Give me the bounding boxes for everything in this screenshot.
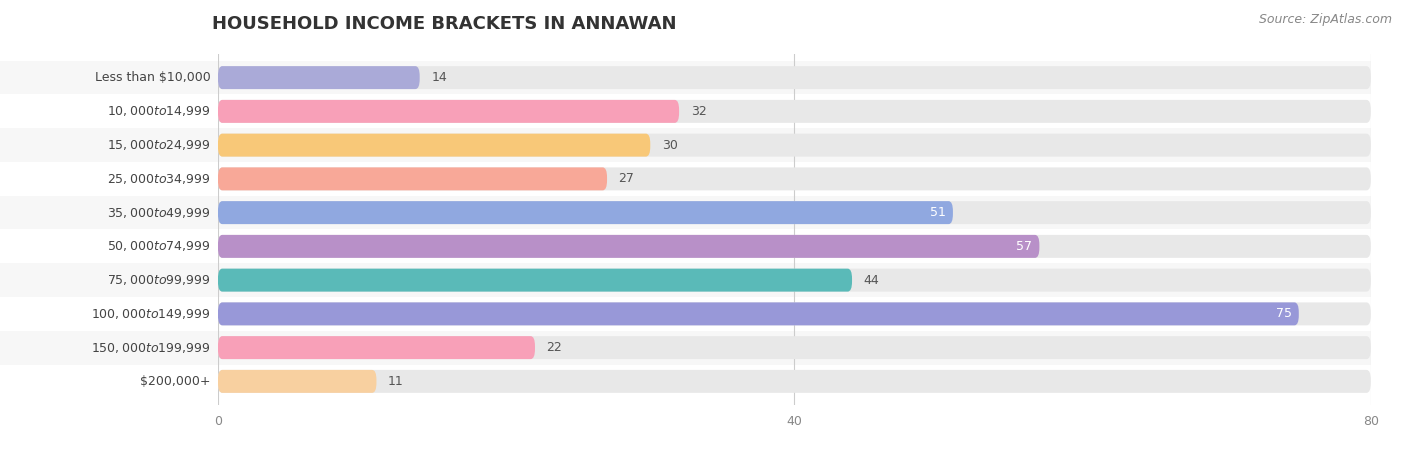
Text: $200,000+: $200,000+ xyxy=(141,375,211,388)
FancyBboxPatch shape xyxy=(0,94,1371,128)
Text: 75: 75 xyxy=(1275,307,1292,320)
Text: 32: 32 xyxy=(690,105,706,118)
FancyBboxPatch shape xyxy=(218,235,1039,258)
FancyBboxPatch shape xyxy=(0,61,1371,94)
FancyBboxPatch shape xyxy=(0,331,1371,364)
FancyBboxPatch shape xyxy=(0,263,1371,297)
FancyBboxPatch shape xyxy=(218,167,1371,190)
FancyBboxPatch shape xyxy=(0,162,1371,196)
FancyBboxPatch shape xyxy=(218,302,1371,325)
Text: Source: ZipAtlas.com: Source: ZipAtlas.com xyxy=(1258,14,1392,27)
FancyBboxPatch shape xyxy=(218,134,1371,157)
FancyBboxPatch shape xyxy=(218,66,419,89)
FancyBboxPatch shape xyxy=(218,201,1371,224)
FancyBboxPatch shape xyxy=(218,134,650,157)
FancyBboxPatch shape xyxy=(218,370,1371,393)
Text: $10,000 to $14,999: $10,000 to $14,999 xyxy=(107,104,211,118)
FancyBboxPatch shape xyxy=(0,364,1371,398)
Text: 44: 44 xyxy=(863,274,879,287)
FancyBboxPatch shape xyxy=(218,269,1371,292)
Text: $35,000 to $49,999: $35,000 to $49,999 xyxy=(107,206,211,220)
FancyBboxPatch shape xyxy=(0,128,1371,162)
FancyBboxPatch shape xyxy=(218,100,679,123)
FancyBboxPatch shape xyxy=(218,269,852,292)
Text: 27: 27 xyxy=(619,172,634,185)
Text: 14: 14 xyxy=(432,71,447,84)
Text: 30: 30 xyxy=(662,139,678,152)
FancyBboxPatch shape xyxy=(218,100,1371,123)
FancyBboxPatch shape xyxy=(0,297,1371,331)
Text: $100,000 to $149,999: $100,000 to $149,999 xyxy=(91,307,211,321)
Text: 11: 11 xyxy=(388,375,404,388)
FancyBboxPatch shape xyxy=(218,302,1299,325)
FancyBboxPatch shape xyxy=(218,201,953,224)
Text: $15,000 to $24,999: $15,000 to $24,999 xyxy=(107,138,211,152)
Text: Less than $10,000: Less than $10,000 xyxy=(96,71,211,84)
Text: 57: 57 xyxy=(1017,240,1032,253)
Text: 51: 51 xyxy=(929,206,946,219)
FancyBboxPatch shape xyxy=(0,196,1371,230)
Text: $25,000 to $34,999: $25,000 to $34,999 xyxy=(107,172,211,186)
Text: $75,000 to $99,999: $75,000 to $99,999 xyxy=(107,273,211,287)
FancyBboxPatch shape xyxy=(0,230,1371,263)
FancyBboxPatch shape xyxy=(218,336,534,359)
Text: HOUSEHOLD INCOME BRACKETS IN ANNAWAN: HOUSEHOLD INCOME BRACKETS IN ANNAWAN xyxy=(212,15,676,33)
FancyBboxPatch shape xyxy=(218,336,1371,359)
Text: 22: 22 xyxy=(547,341,562,354)
Text: $50,000 to $74,999: $50,000 to $74,999 xyxy=(107,239,211,253)
FancyBboxPatch shape xyxy=(218,167,607,190)
FancyBboxPatch shape xyxy=(218,370,377,393)
FancyBboxPatch shape xyxy=(218,235,1371,258)
FancyBboxPatch shape xyxy=(218,66,1371,89)
Text: $150,000 to $199,999: $150,000 to $199,999 xyxy=(91,341,211,355)
